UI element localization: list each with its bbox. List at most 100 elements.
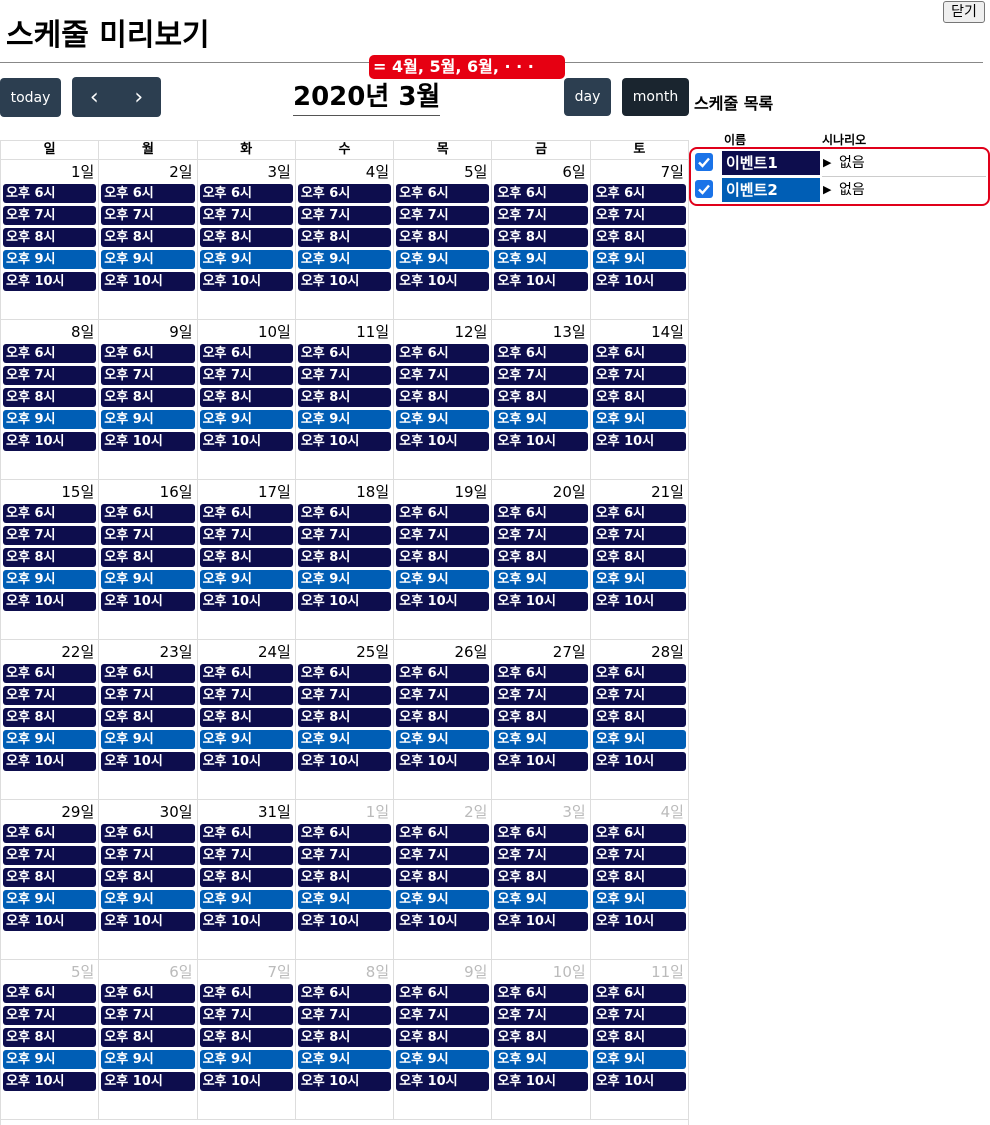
day-cell[interactable]: 15일 오후 6시 오후 7시 오후 8시 오후 9시 오후 10시: [1, 480, 100, 639]
calendar-event[interactable]: 오후 9시: [494, 1050, 588, 1069]
calendar-event[interactable]: 오후 8시: [3, 868, 97, 887]
calendar-event[interactable]: 오후 6시: [494, 984, 588, 1003]
day-number[interactable]: 27일: [552, 643, 586, 661]
calendar-event[interactable]: 오후 9시: [101, 250, 195, 269]
day-number[interactable]: 10일: [257, 323, 291, 341]
calendar-event[interactable]: 오후 8시: [199, 388, 293, 407]
calendar-event[interactable]: 오후 7시: [297, 1006, 392, 1025]
calendar-event[interactable]: 오후 8시: [101, 868, 195, 887]
day-cell[interactable]: 5일 오후 6시 오후 7시 오후 8시 오후 9시 오후 10시: [1, 960, 100, 1119]
calendar-event[interactable]: 오후 6시: [199, 984, 293, 1003]
calendar-event[interactable]: 오후 9시: [396, 730, 490, 749]
calendar-event[interactable]: 오후 7시: [199, 206, 293, 225]
calendar-event[interactable]: 오후 9시: [101, 1050, 195, 1069]
calendar-event[interactable]: 오후 8시: [494, 548, 588, 567]
event-name[interactable]: 이벤트1: [722, 151, 820, 175]
calendar-event[interactable]: 오후 8시: [396, 228, 490, 247]
day-cell[interactable]: 25일 오후 6시 오후 7시 오후 8시 오후 9시 오후 10시: [296, 640, 395, 799]
calendar-event[interactable]: 오후 10시: [297, 592, 392, 611]
calendar-event[interactable]: 오후 7시: [396, 526, 490, 545]
day-number[interactable]: 25일: [356, 643, 390, 661]
calendar-event[interactable]: 오후 7시: [3, 526, 97, 545]
calendar-event[interactable]: 오후 6시: [3, 824, 97, 843]
calendar-event[interactable]: 오후 6시: [199, 824, 293, 843]
calendar-event[interactable]: 오후 6시: [101, 344, 195, 363]
calendar-event[interactable]: 오후 10시: [494, 272, 588, 291]
calendar-event[interactable]: 오후 7시: [101, 366, 195, 385]
calendar-event[interactable]: 오후 9시: [101, 570, 195, 589]
calendar-event[interactable]: 오후 9시: [297, 570, 392, 589]
calendar-event[interactable]: 오후 6시: [592, 184, 686, 203]
day-number[interactable]: 20일: [552, 483, 586, 501]
day-cell[interactable]: 8일 오후 6시 오후 7시 오후 8시 오후 9시 오후 10시: [296, 960, 395, 1119]
day-cell[interactable]: 9일 오후 6시 오후 7시 오후 8시 오후 9시 오후 10시: [99, 320, 198, 479]
day-cell[interactable]: 7일 오후 6시 오후 7시 오후 8시 오후 9시 오후 10시: [198, 960, 296, 1119]
calendar-event[interactable]: 오후 8시: [297, 1028, 392, 1047]
calendar-event[interactable]: 오후 8시: [101, 1028, 195, 1047]
calendar-event[interactable]: 오후 9시: [101, 730, 195, 749]
calendar-event[interactable]: 오후 9시: [592, 1050, 686, 1069]
calendar-event[interactable]: 오후 8시: [3, 548, 97, 567]
calendar-event[interactable]: 오후 10시: [297, 1072, 392, 1091]
day-cell[interactable]: 21일 오후 6시 오후 7시 오후 8시 오후 9시 오후 10시: [591, 480, 688, 639]
calendar-event[interactable]: 오후 8시: [199, 548, 293, 567]
calendar-event[interactable]: 오후 10시: [494, 432, 588, 451]
calendar-event[interactable]: 오후 6시: [297, 664, 392, 683]
calendar-event[interactable]: 오후 8시: [592, 548, 686, 567]
day-number[interactable]: 12일: [454, 323, 488, 341]
calendar-event[interactable]: 오후 9시: [592, 890, 686, 909]
day-number[interactable]: 9일: [169, 323, 193, 341]
calendar-event[interactable]: 오후 9시: [101, 410, 195, 429]
day-number[interactable]: 2일: [464, 803, 488, 821]
calendar-event[interactable]: 오후 8시: [297, 228, 392, 247]
calendar-event[interactable]: 오후 6시: [494, 664, 588, 683]
calendar-event[interactable]: 오후 7시: [3, 366, 97, 385]
day-number[interactable]: 21일: [651, 483, 684, 501]
day-number[interactable]: 11일: [651, 963, 684, 981]
calendar-event[interactable]: 오후 8시: [297, 868, 392, 887]
calendar-event[interactable]: 오후 7시: [592, 206, 686, 225]
day-cell[interactable]: 8일 오후 6시 오후 7시 오후 8시 오후 9시 오후 10시: [1, 320, 100, 479]
day-cell[interactable]: 10일 오후 6시 오후 7시 오후 8시 오후 9시 오후 10시: [492, 960, 591, 1119]
calendar-event[interactable]: 오후 7시: [592, 1006, 686, 1025]
calendar-event[interactable]: 오후 8시: [3, 388, 97, 407]
calendar-event[interactable]: 오후 6시: [297, 824, 392, 843]
calendar-event[interactable]: 오후 8시: [494, 708, 588, 727]
day-number[interactable]: 17일: [257, 483, 291, 501]
day-number[interactable]: 4일: [660, 803, 684, 821]
day-cell[interactable]: 13일 오후 6시 오후 7시 오후 8시 오후 9시 오후 10시: [492, 320, 591, 479]
calendar-event[interactable]: 오후 8시: [396, 708, 490, 727]
calendar-event[interactable]: 오후 7시: [592, 686, 686, 705]
calendar-event[interactable]: 오후 6시: [396, 664, 490, 683]
calendar-event[interactable]: 오후 8시: [592, 708, 686, 727]
calendar-event[interactable]: 오후 10시: [297, 272, 392, 291]
calendar-event[interactable]: 오후 6시: [101, 504, 195, 523]
calendar-event[interactable]: 오후 8시: [199, 1028, 293, 1047]
calendar-event[interactable]: 오후 9시: [494, 730, 588, 749]
calendar-event[interactable]: 오후 8시: [101, 228, 195, 247]
calendar-event[interactable]: 오후 7시: [199, 526, 293, 545]
day-cell[interactable]: 17일 오후 6시 오후 7시 오후 8시 오후 9시 오후 10시: [198, 480, 296, 639]
calendar-event[interactable]: 오후 6시: [592, 344, 686, 363]
day-cell[interactable]: 14일 오후 6시 오후 7시 오후 8시 오후 9시 오후 10시: [591, 320, 688, 479]
calendar-event[interactable]: 오후 7시: [3, 1006, 97, 1025]
day-number[interactable]: 22일: [61, 643, 95, 661]
day-number[interactable]: 28일: [651, 643, 684, 661]
calendar-event[interactable]: 오후 7시: [396, 686, 490, 705]
calendar-event[interactable]: 오후 7시: [297, 846, 392, 865]
calendar-event[interactable]: 오후 6시: [396, 824, 490, 843]
calendar-event[interactable]: 오후 9시: [297, 410, 392, 429]
calendar-event[interactable]: 오후 7시: [592, 846, 686, 865]
calendar-event[interactable]: 오후 10시: [101, 272, 195, 291]
day-number[interactable]: 3일: [562, 803, 586, 821]
calendar-event[interactable]: 오후 9시: [494, 410, 588, 429]
calendar-event[interactable]: 오후 6시: [297, 344, 392, 363]
calendar-event[interactable]: 오후 7시: [494, 686, 588, 705]
calendar-event[interactable]: 오후 7시: [494, 846, 588, 865]
calendar-event[interactable]: 오후 8시: [199, 708, 293, 727]
calendar-event[interactable]: 오후 10시: [592, 1072, 686, 1091]
calendar-event[interactable]: 오후 7시: [199, 366, 293, 385]
calendar-event[interactable]: 오후 6시: [396, 184, 490, 203]
day-number[interactable]: 7일: [267, 963, 291, 981]
calendar-event[interactable]: 오후 9시: [494, 250, 588, 269]
